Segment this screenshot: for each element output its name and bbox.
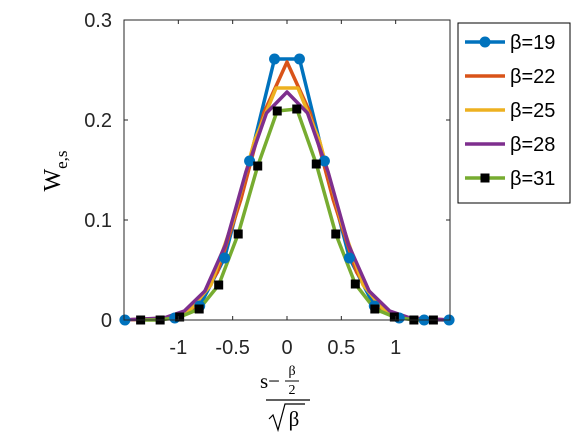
svg-text:We,s: We,s (40, 150, 71, 191)
series-4-point (389, 312, 399, 322)
legend-items: β=19 β=22 β=25 β=28 β=31 (465, 32, 555, 190)
series-0-point (293, 53, 305, 65)
legend: β=19 β=22 β=25 β=28 β=31 (457, 22, 571, 204)
series-4-point (272, 106, 282, 116)
x-label-sqrt-sign (268, 403, 305, 433)
series-0-point (219, 252, 231, 264)
legend-label: β=19 (510, 32, 555, 54)
series-line-2 (123, 86, 451, 322)
series-0-point (269, 53, 281, 65)
x-tick-label: -0.5 (215, 337, 249, 359)
y-label-base: W (40, 169, 66, 192)
series-4-point (214, 280, 224, 290)
y-tick-label: 0.2 (84, 110, 112, 132)
legend-label: β=22 (510, 66, 555, 88)
series-4-point (194, 304, 204, 314)
legend-label: β=31 (510, 168, 555, 190)
y-label-sub: e,s (52, 150, 71, 168)
legend-item-3: β=28 (465, 134, 555, 156)
series-0-point (318, 155, 330, 167)
series-4-point (350, 279, 360, 289)
series-line-4 (140, 107, 434, 322)
legend-box (457, 22, 571, 204)
series-line-1 (124, 60, 450, 322)
x-label-frac-bottom: 2 (289, 383, 296, 398)
x-label-den: β (289, 407, 300, 431)
series-4-point (233, 229, 243, 239)
x-axis-label: s− β 2 β (260, 364, 310, 433)
legend-item-4: β=31 (465, 168, 555, 190)
y-tick-label: 0.1 (84, 210, 112, 232)
x-label-frac-top: β (288, 364, 295, 379)
legend-marker (479, 36, 491, 48)
legend-label: β=25 (510, 100, 555, 122)
x-tick-label: 0.5 (327, 337, 355, 359)
series-0-point (343, 252, 355, 264)
series-line-3 (122, 90, 452, 322)
x-tick-label: 0 (281, 337, 292, 359)
legend-item-0: β=19 (465, 32, 555, 54)
axes-frame (123, 19, 451, 321)
y-axis-label: We,s (40, 150, 71, 191)
x-tick-label: 1 (390, 337, 401, 359)
tick-labels: -1 -0.5 0 0.5 1 0 0.1 0.2 0.3 (84, 10, 401, 359)
x-tick-label: -1 (169, 337, 187, 359)
series-4-point (311, 159, 321, 169)
series-0-point (244, 155, 256, 167)
x-label-num-left: s− (260, 369, 280, 393)
legend-label: β=28 (510, 134, 555, 156)
legend-marker (480, 173, 490, 183)
legend-item-1: β=22 (465, 66, 555, 88)
series-4-point (253, 161, 263, 171)
y-tick-label: 0.3 (84, 10, 112, 32)
series-4-point (175, 312, 185, 322)
legend-item-2: β=25 (465, 100, 555, 122)
series-4-point (370, 304, 380, 314)
series-line-0 (124, 57, 450, 322)
plot-series (119, 53, 455, 326)
series-4-point (292, 104, 302, 114)
series-4-point (331, 229, 341, 239)
y-tick-label: 0 (101, 310, 112, 332)
